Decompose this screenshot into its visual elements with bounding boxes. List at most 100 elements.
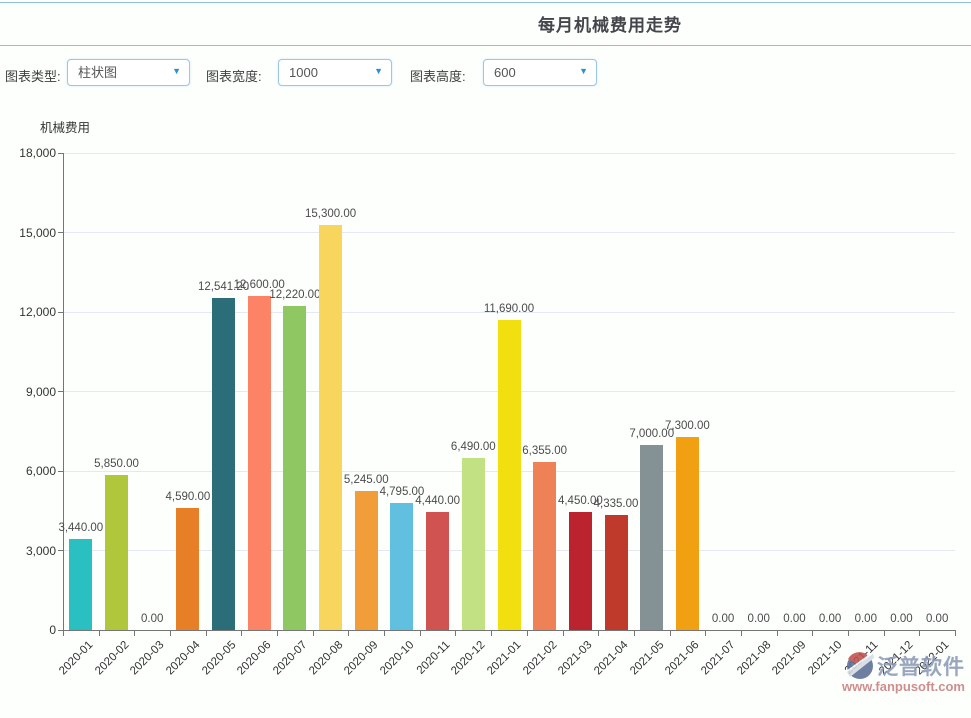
- gridline: [63, 152, 955, 154]
- bar-value-label: 4,440.00: [415, 495, 460, 508]
- x-tick: [312, 631, 314, 636]
- bar-2021-01: [497, 320, 521, 630]
- bar-value-label: 0.00: [890, 613, 913, 625]
- bar-2020-09: [354, 491, 378, 630]
- bar-value-label: 6,490.00: [450, 441, 496, 453]
- bar-2020-12: [461, 458, 485, 630]
- gridline: [63, 311, 955, 313]
- x-tick: [633, 631, 635, 636]
- bar-value-label: 11,690.00: [483, 303, 535, 316]
- y-tick: [58, 550, 63, 551]
- chart-height-value: 600: [494, 65, 516, 80]
- y-tick-label: 12,000: [19, 305, 56, 319]
- bar-2021-04: [604, 515, 628, 630]
- bar-value-label: 4,795.00: [379, 485, 425, 498]
- bar-value-label: 5,850.00: [94, 457, 139, 470]
- chart-type-select[interactable]: 柱状图 ▼: [67, 59, 190, 86]
- bar-value-label: 4,590.00: [165, 491, 211, 504]
- bar-2020-04: [176, 508, 200, 630]
- bar-2020-06: [247, 296, 271, 630]
- bar-2020-01: [69, 538, 93, 630]
- x-tick: [241, 631, 243, 636]
- bar-value-label: 0.00: [783, 613, 806, 625]
- y-tick: [58, 232, 63, 233]
- y-tick-label: 18,000: [19, 146, 56, 160]
- bar-value-label: 4,450.00: [557, 495, 603, 508]
- x-tick: [526, 631, 528, 636]
- bar-2020-08: [319, 224, 343, 630]
- bar-value-label: 12,600.00: [233, 279, 285, 292]
- bar-value-label: 4,335.00: [593, 498, 639, 511]
- x-tick: [63, 631, 64, 636]
- bar-value-label: 6,355.00: [522, 444, 568, 457]
- y-tick: [58, 391, 63, 392]
- x-tick: [562, 631, 564, 636]
- x-tick: [134, 631, 136, 636]
- chevron-down-icon: ▼: [374, 66, 383, 76]
- y-tick-label: 9,000: [25, 384, 56, 399]
- x-tick: [598, 631, 600, 636]
- bar-value-label: 0.00: [818, 613, 842, 625]
- page-title: 每月机械费用走势: [538, 16, 682, 35]
- bar-value-label: 0.00: [925, 613, 949, 625]
- x-tick: [705, 631, 707, 636]
- bar-value-label: 0.00: [747, 613, 770, 625]
- chart-width-select[interactable]: 1000 ▼: [278, 59, 392, 86]
- bar-2021-02: [533, 461, 557, 630]
- y-axis-title: 机械费用: [40, 121, 91, 135]
- chart-type-value: 柱状图: [78, 65, 118, 80]
- x-tick: [776, 631, 778, 636]
- top-divider: [0, 2, 971, 3]
- bar-2020-02: [105, 474, 129, 630]
- y-tick: [58, 629, 63, 631]
- bar-2020-05: [212, 297, 236, 630]
- x-tick: [98, 631, 100, 636]
- x-tick: [919, 631, 921, 636]
- x-tick: [883, 631, 885, 636]
- bar-value-label: 7,000.00: [629, 427, 675, 440]
- y-tick: [58, 152, 63, 154]
- x-tick: [669, 631, 671, 636]
- bar-value-label: 12,220.00: [269, 289, 321, 302]
- bar-2021-06: [675, 436, 699, 630]
- bar-value-label: 3,440.00: [58, 521, 104, 534]
- x-tick: [455, 631, 457, 636]
- y-tick-label: 6,000: [25, 464, 56, 478]
- y-tick-label: 0: [49, 623, 56, 637]
- watermark-brand: 泛普软件: [877, 656, 965, 679]
- y-tick-label: 15,000: [19, 225, 56, 240]
- fanpu-logo-icon: [846, 652, 874, 679]
- watermark-url: www.fanpusoft.com: [841, 679, 965, 694]
- y-tick: [58, 311, 63, 313]
- bar-value-label: 15,300.00: [305, 207, 357, 220]
- x-axis-line: [63, 630, 956, 631]
- bar-2021-03: [568, 512, 592, 630]
- y-axis-line: [63, 153, 64, 630]
- bar-2020-10: [390, 502, 414, 630]
- x-tick: [740, 631, 742, 636]
- bar-value-label: 0.00: [711, 613, 735, 625]
- x-tick: [170, 631, 172, 636]
- bar-value-label: 7,300.00: [665, 419, 710, 432]
- x-tick: [348, 631, 350, 636]
- chart-height-select[interactable]: 600 ▼: [483, 59, 597, 86]
- bar-value-label: 5,245.00: [343, 474, 389, 486]
- chart-height-label: 图表高度:: [410, 69, 466, 84]
- bar-chart: 机械费用 0 3,000 6,000 9,000 12,000 15,000 18,000 3,…: [19, 121, 956, 677]
- header-divider: [0, 45, 971, 46]
- bar-2020-11: [426, 512, 450, 630]
- x-tick: [955, 631, 956, 636]
- x-tick: [812, 631, 814, 636]
- chart-type-label: 图表类型:: [5, 69, 61, 84]
- chart-width-value: 1000: [289, 65, 318, 80]
- y-tick: [58, 470, 63, 472]
- chart-width-label: 图表宽度:: [206, 69, 262, 84]
- chevron-down-icon: ▼: [172, 66, 181, 76]
- watermark: 泛普软件 www.fanpusoft.com: [842, 651, 965, 694]
- x-tick: [205, 631, 207, 636]
- gridline: [63, 232, 955, 233]
- x-tick: [491, 631, 493, 636]
- bar-2020-07: [283, 306, 307, 630]
- x-tick: [847, 631, 849, 636]
- bar-value-label: 0.00: [854, 613, 877, 625]
